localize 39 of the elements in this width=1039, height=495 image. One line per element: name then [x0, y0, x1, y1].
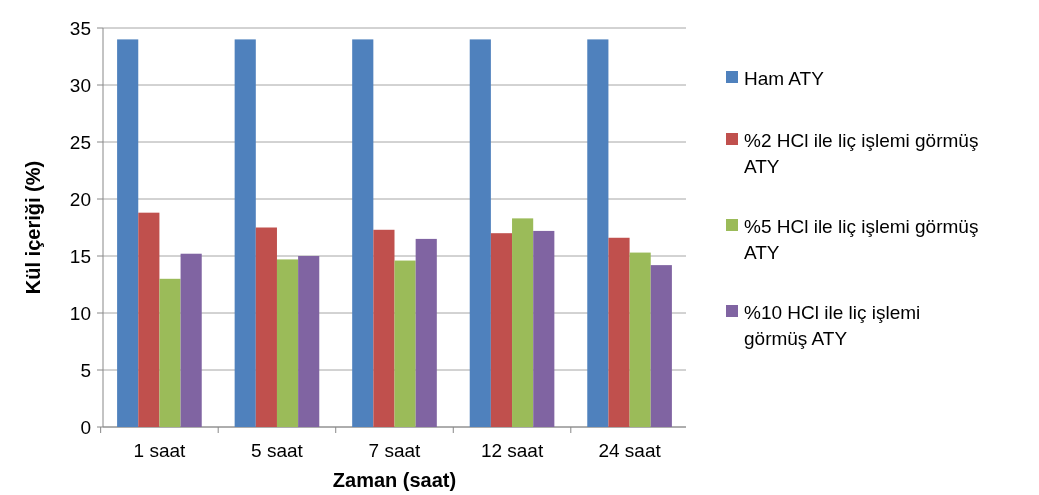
legend-label: %2 HCl ile liç işlemi görmüş ATY	[744, 129, 979, 177]
legend-label: %10 HCl ile liç işlemi görmüş ATY	[744, 301, 921, 349]
bar	[415, 238, 437, 427]
bar	[117, 39, 139, 427]
y-tick-label: 15	[69, 245, 91, 267]
bar	[629, 252, 651, 427]
bar	[608, 237, 630, 427]
bar	[159, 278, 181, 427]
x-tick-label: 5 saat	[251, 440, 304, 461]
bar	[138, 212, 160, 427]
bar	[469, 39, 491, 427]
bar	[533, 230, 555, 427]
y-axis-title: Kül içeriği (%)	[22, 160, 44, 295]
legend-label: %5 HCl ile liç işlemi görmüş ATY	[744, 215, 979, 263]
y-tick-label: 10	[69, 302, 91, 324]
x-tick-label: 24 saat	[598, 440, 662, 461]
x-tick-label: 1 saat	[133, 440, 187, 461]
bar	[512, 218, 534, 427]
bar	[234, 39, 256, 427]
y-tick-label: 25	[69, 131, 91, 153]
y-tick-label: 20	[69, 188, 91, 210]
x-axis-title: Zaman (saat)	[332, 469, 457, 491]
bar	[276, 259, 299, 427]
y-tick-label: 0	[80, 416, 91, 438]
bar	[394, 260, 416, 427]
bar	[352, 39, 374, 427]
x-tick-label: 12 saat	[480, 440, 544, 461]
legend-label: Ham ATY	[744, 67, 825, 89]
y-tick-label: 35	[69, 17, 91, 39]
bar	[373, 229, 395, 427]
bar	[490, 233, 513, 427]
x-tick-label: 7 saat	[368, 440, 422, 461]
bar	[650, 265, 672, 427]
bar	[587, 39, 609, 427]
bar	[180, 253, 202, 427]
bar	[255, 227, 277, 427]
y-tick-label: 5	[80, 359, 91, 381]
y-tick-label: 30	[69, 74, 91, 96]
bar	[298, 256, 320, 427]
